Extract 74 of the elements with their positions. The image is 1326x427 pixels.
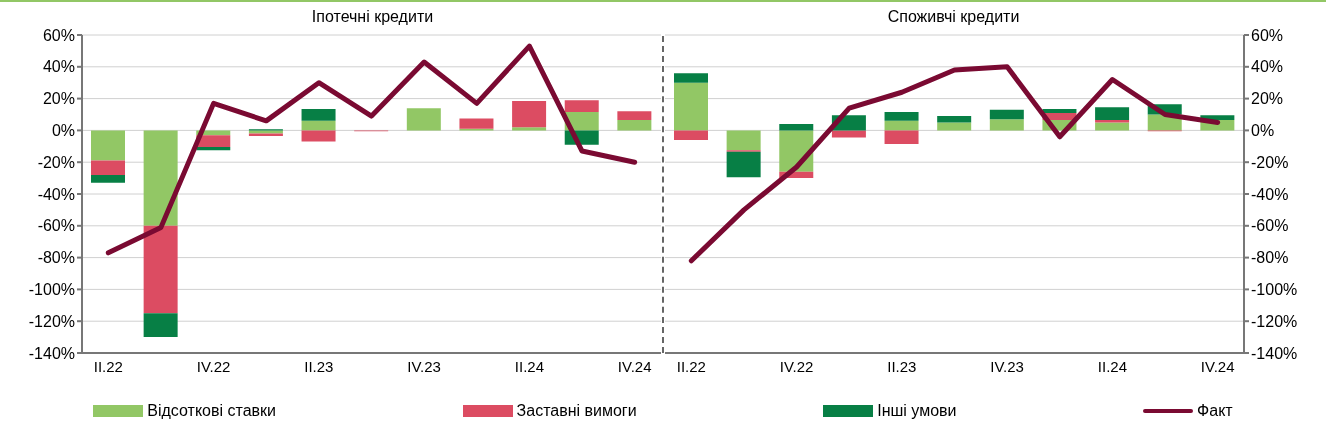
bar (989, 119, 1024, 131)
bar (1095, 107, 1130, 121)
x-tick-label: II.22 (93, 357, 123, 375)
bar (143, 130, 178, 226)
x-tick-label: IV.24 (617, 357, 652, 375)
chart-title: Іпотечні кредити (310, 8, 435, 26)
bar (674, 73, 708, 83)
bar (301, 120, 336, 131)
bar (91, 130, 125, 161)
bar (301, 130, 336, 142)
y-tick-label: -40% (37, 185, 75, 203)
x-tick-label: IV.24 (1200, 357, 1235, 375)
bar (617, 111, 652, 121)
y-tick-label: -20% (1251, 153, 1289, 171)
x-tick-label: IV.23 (990, 357, 1024, 375)
legend-label: Інші умови (877, 402, 957, 420)
y-tick-label: 40% (42, 58, 75, 76)
bar (617, 120, 652, 131)
y-tick-label: -60% (1251, 217, 1289, 235)
y-tick-label: 20% (1251, 90, 1284, 108)
chart-title: Споживчі кредити (886, 8, 1021, 26)
y-tick-label: -40% (1251, 185, 1289, 203)
bar (674, 130, 708, 140)
y-tick-label: 20% (42, 90, 75, 108)
y-tick-label: -60% (37, 217, 75, 235)
y-tick-label: 60% (1251, 26, 1284, 44)
bar (726, 151, 761, 178)
bar (884, 112, 919, 121)
legend-label: Факт (1197, 402, 1233, 420)
x-tick-label: IV.22 (196, 357, 231, 375)
bar (1095, 122, 1130, 131)
y-tick-label: -80% (37, 249, 75, 267)
bar (884, 120, 919, 131)
bar (937, 116, 972, 123)
y-tick-label: 60% (42, 26, 75, 44)
x-tick-label: II.23 (887, 357, 917, 375)
bar (301, 108, 336, 121)
x-tick-label: II.24 (1097, 357, 1127, 375)
bar (91, 174, 125, 183)
legend-label: Відсоткові ставки (147, 402, 276, 420)
bar (779, 124, 814, 131)
x-tick-label: IV.22 (779, 357, 814, 375)
bar (726, 130, 761, 151)
bar (459, 118, 494, 129)
bar (989, 109, 1024, 120)
bar (512, 127, 547, 131)
bar (143, 313, 178, 338)
x-tick-label: II.23 (304, 357, 334, 375)
y-tick-label: -100% (28, 281, 75, 299)
y-tick-label: 40% (1251, 58, 1284, 76)
x-tick-label: II.24 (514, 357, 544, 375)
bar (884, 130, 919, 144)
y-tick-label: -120% (1251, 312, 1298, 330)
y-tick-label: -80% (1251, 249, 1289, 267)
bar (564, 100, 599, 113)
bar (1042, 108, 1077, 113)
y-tick-label: -120% (28, 312, 75, 330)
bar (196, 147, 231, 151)
bar (937, 122, 972, 131)
bar (831, 130, 866, 138)
bar (512, 100, 547, 128)
bar (91, 160, 125, 175)
y-tick-label: -140% (28, 344, 75, 362)
y-tick-label: 0% (1251, 122, 1275, 140)
x-tick-label: IV.23 (407, 357, 441, 375)
x-tick-label: II.22 (676, 357, 706, 375)
y-tick-label: -20% (37, 153, 75, 171)
y-tick-label: -140% (1251, 344, 1298, 362)
legend-label: Заставні вимоги (516, 402, 637, 420)
y-tick-label: 0% (51, 122, 75, 140)
bar (406, 108, 441, 131)
bar (143, 225, 178, 314)
bar (674, 82, 708, 131)
y-tick-label: -100% (1251, 281, 1298, 299)
